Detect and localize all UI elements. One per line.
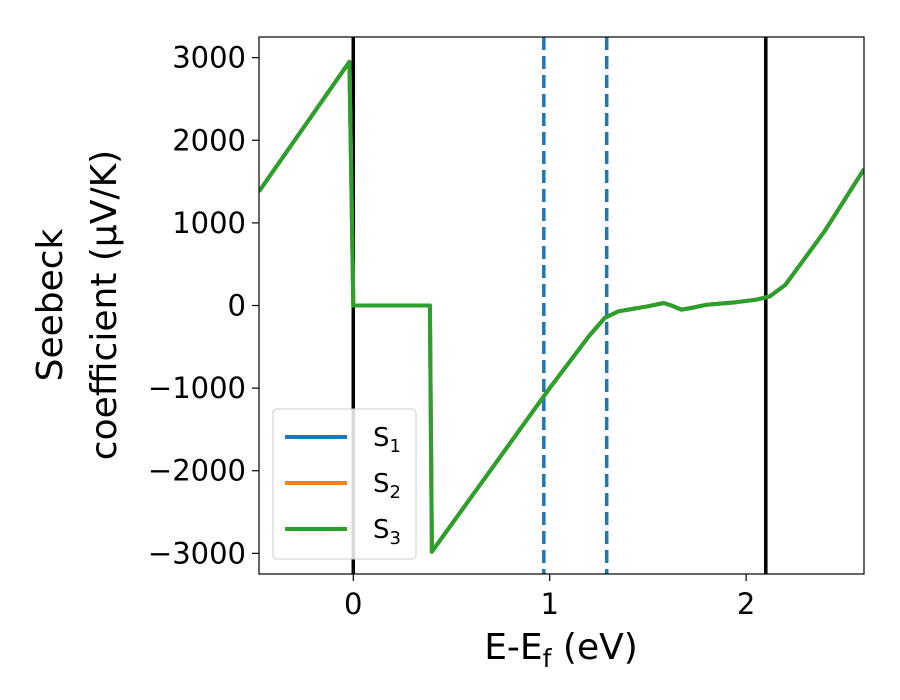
- y-axis-ticks: 3000 2000 1000 0 −1000 −2000 −3000: [148, 41, 259, 570]
- legend-label-s1: S1: [373, 423, 401, 457]
- y-tick-label: 3000: [172, 41, 246, 75]
- legend-label-s3: S3: [373, 515, 401, 549]
- legend: S1 S2 S3: [272, 408, 417, 560]
- x-axis-label: E-Ef (eV): [484, 627, 638, 673]
- x-tick-label: 0: [344, 587, 362, 621]
- y-tick-label: −2000: [148, 454, 246, 488]
- y-axis-label-line1: Seebeck: [30, 228, 71, 381]
- series-line-s3: [259, 59, 864, 554]
- y-axis-label-line2: coefficient (μV/K): [84, 150, 125, 460]
- y-tick-label: −3000: [148, 536, 246, 570]
- legend-label-s2: S2: [373, 469, 401, 503]
- x-tick-label: 2: [737, 587, 755, 621]
- y-tick-label: −1000: [148, 371, 246, 405]
- x-axis-ticks: 0 1 2: [344, 574, 755, 621]
- x-tick-label: 1: [540, 587, 558, 621]
- y-tick-label: 0: [228, 289, 246, 323]
- y-tick-label: 2000: [172, 123, 246, 157]
- series-layer: [259, 59, 864, 554]
- y-tick-label: 1000: [172, 206, 246, 240]
